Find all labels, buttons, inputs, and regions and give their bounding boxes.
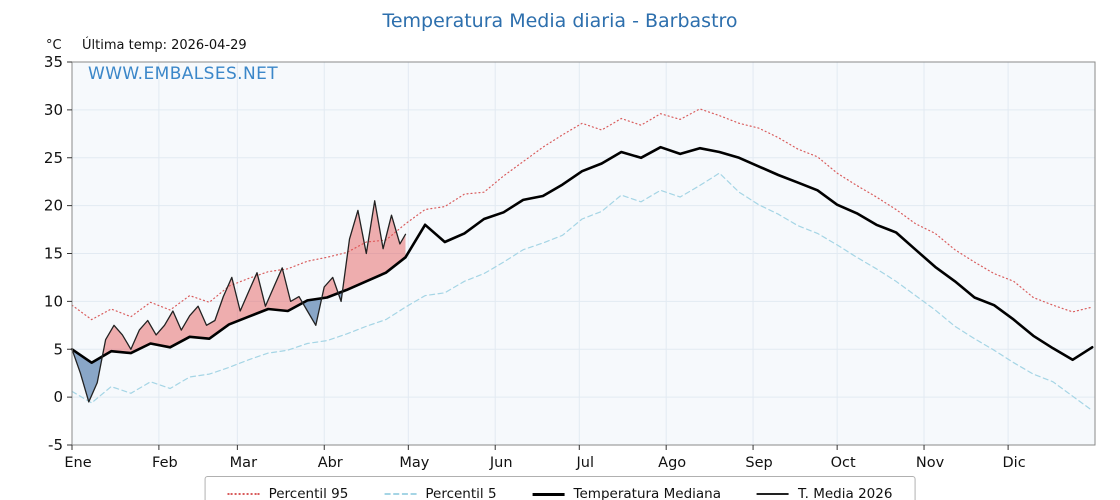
x-tick-label: Nov — [916, 455, 945, 470]
watermark: WWW.EMBALSES.NET — [88, 64, 279, 84]
x-tick-label: Dic — [1003, 455, 1026, 470]
y-tick-label: 15 — [44, 245, 63, 263]
last-temp-label: Última temp: 2026-04-29 — [82, 38, 247, 53]
x-tick-label: Feb — [152, 455, 178, 470]
x-tick-label: May — [399, 455, 429, 470]
y-tick-label: 5 — [53, 340, 63, 358]
x-tick-label: Abr — [318, 455, 343, 470]
y-tick-label: -5 — [48, 436, 63, 454]
x-tick-label: Ene — [64, 455, 91, 470]
y-tick-label: 25 — [44, 149, 63, 167]
legend-item-media-2026: T. Media 2026 — [757, 486, 892, 500]
legend-label-media-2026: T. Media 2026 — [798, 486, 893, 500]
media-2026-line-swatch — [757, 493, 789, 495]
fill-below-median — [73, 350, 103, 402]
y-axis-units-label: °C — [46, 38, 62, 53]
x-tick-label: Oct — [831, 455, 856, 470]
percentil-5-line — [71, 172, 1093, 412]
percentil-95-line — [71, 108, 1093, 321]
t-media-2026-line — [71, 200, 407, 403]
legend-label-percentil-95: Percentil 95 — [268, 486, 349, 500]
temperatura-mediana-line — [70, 145, 1094, 364]
y-tick-label: 35 — [44, 53, 63, 71]
y-tick-label: 0 — [53, 388, 63, 406]
percentil-95-line-swatch — [227, 493, 260, 495]
x-tick-label: Jun — [489, 455, 513, 470]
legend-item-percentil-95: Percentil 95 — [227, 486, 349, 500]
fill-below-median — [303, 295, 323, 326]
legend-item-percentil-5: Percentil 5 — [384, 486, 497, 500]
page-title: Temperatura Media diaria - Barbastro — [382, 10, 738, 32]
y-tick-label: 20 — [44, 197, 63, 215]
percentil-5-line-swatch — [384, 493, 417, 495]
legend-label-percentil-5: Percentil 5 — [425, 486, 497, 500]
y-tick-label: 10 — [44, 292, 63, 310]
legend-item-mediana: Temperatura Mediana — [532, 486, 721, 500]
x-tick-label: Jul — [576, 455, 595, 470]
chart-canvas: -5 0 5 10 15 20 25 30 35 Ene Feb Mar Abr May Jun Jul Ago… — [44, 53, 1096, 470]
fill-above-median — [102, 267, 304, 357]
y-tick-label: 30 — [44, 101, 63, 119]
legend-label-mediana: Temperatura Mediana — [573, 486, 721, 500]
x-tick-label: Ago — [658, 455, 686, 470]
x-tick-label: Mar — [230, 455, 257, 470]
x-tick-label: Sep — [745, 455, 772, 470]
legend: Percentil 95 Percentil 5 Temperatura Med… — [204, 476, 916, 500]
mediana-line-swatch — [532, 492, 565, 496]
